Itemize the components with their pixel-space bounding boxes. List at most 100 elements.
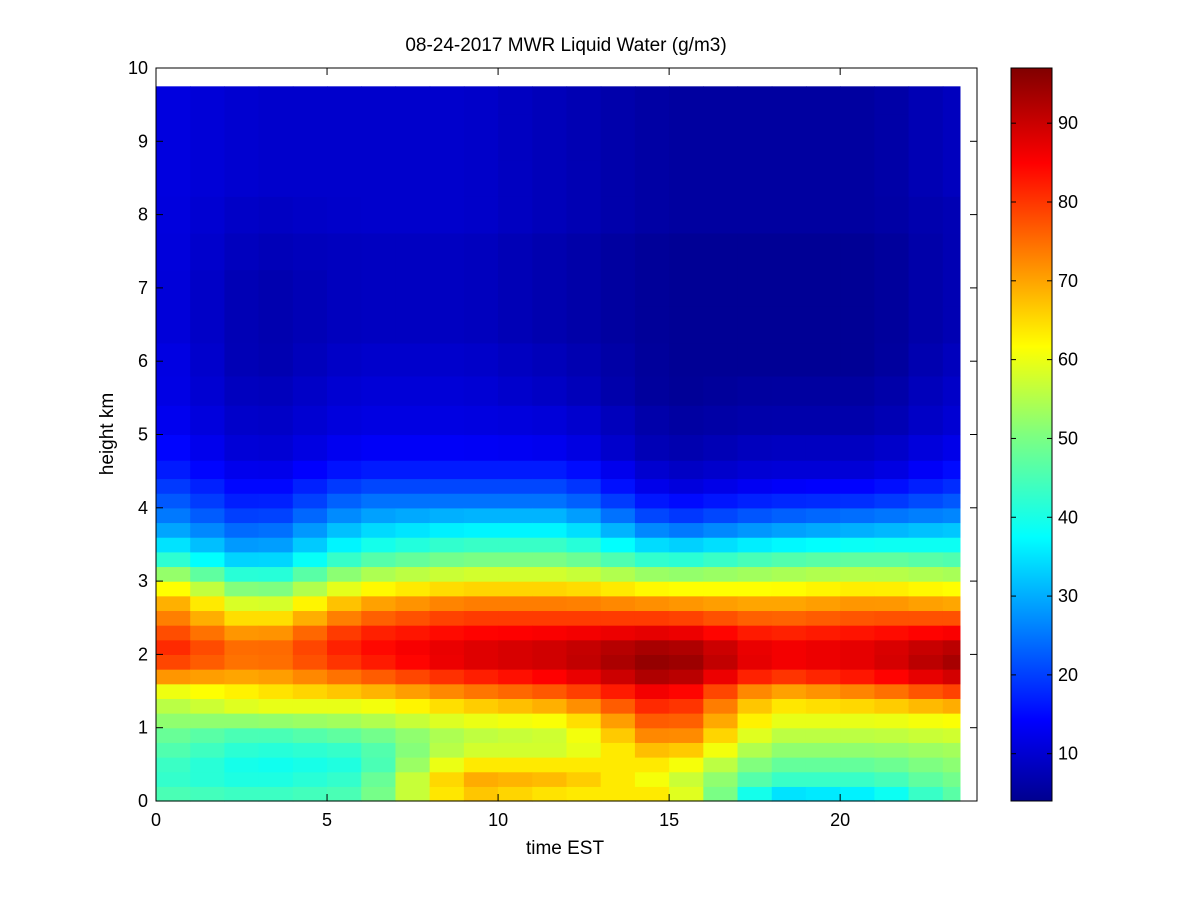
heatmap-cell xyxy=(258,581,294,597)
heatmap-cell xyxy=(805,581,841,597)
heatmap-cell xyxy=(327,375,362,406)
heatmap-cell xyxy=(600,269,636,307)
heatmap-cell xyxy=(361,566,397,582)
heatmap-cell xyxy=(737,493,773,509)
heatmap-cell xyxy=(805,159,841,197)
heatmap-cell xyxy=(156,159,191,197)
heatmap-cell xyxy=(463,742,499,758)
heatmap-cell xyxy=(292,113,328,161)
heatmap-cell xyxy=(840,654,875,670)
heatmap-cell xyxy=(840,196,875,234)
heatmap-cell xyxy=(703,610,739,626)
heatmap-cell xyxy=(292,434,328,461)
heatmap-cell xyxy=(224,757,260,773)
colorbar xyxy=(1010,67,1053,802)
heatmap-cell xyxy=(258,683,294,699)
heatmap-cell xyxy=(669,196,704,234)
heatmap-cell xyxy=(224,478,260,494)
heatmap-cell xyxy=(703,698,739,714)
heatmap-cell xyxy=(498,159,533,197)
heatmap-cell xyxy=(463,537,499,553)
y-tick-label: 8 xyxy=(138,205,148,225)
heatmap-cell xyxy=(463,566,499,582)
heatmap-cell xyxy=(600,537,636,553)
heatmap-cell xyxy=(395,771,431,787)
heatmap-cell xyxy=(703,405,739,436)
heatmap-cell xyxy=(463,159,499,197)
heatmap-cell xyxy=(292,566,328,582)
heatmap-cell xyxy=(429,757,465,773)
heatmap-cell xyxy=(634,581,670,597)
heatmap-cell xyxy=(874,610,910,626)
heatmap-cell xyxy=(805,625,841,641)
heatmap-cell xyxy=(292,713,328,729)
heatmap-cell xyxy=(874,478,910,494)
heatmap-cell xyxy=(874,232,910,271)
heatmap-cell xyxy=(703,375,739,406)
heatmap-cell xyxy=(532,639,568,655)
heatmap-cell xyxy=(600,727,636,743)
heatmap-cell xyxy=(532,306,568,344)
heatmap-cell xyxy=(429,771,465,787)
heatmap-cell xyxy=(908,683,944,699)
heatmap-cell xyxy=(463,269,499,307)
heatmap-cell xyxy=(292,375,328,406)
heatmap-cell xyxy=(942,159,961,197)
heatmap-cell xyxy=(463,698,499,714)
heatmap-cell xyxy=(190,581,226,597)
heatmap-cell xyxy=(429,232,465,271)
heatmap-cell xyxy=(737,460,773,480)
heatmap-cell xyxy=(463,434,499,461)
heatmap-cell xyxy=(840,493,875,509)
heatmap-cell xyxy=(805,375,841,406)
heatmap-cell xyxy=(156,595,191,612)
x-tick-label: 10 xyxy=(488,810,508,830)
heatmap-cell xyxy=(156,742,191,758)
heatmap-cell xyxy=(258,405,294,436)
heatmap-cell xyxy=(600,460,636,480)
heatmap-cell xyxy=(805,460,841,480)
heatmap-cell xyxy=(771,625,807,641)
heatmap-cell xyxy=(395,625,431,641)
colorbar-ticks: 10 20 30 40 50 60 70 80 90 xyxy=(1011,113,1078,764)
heatmap-cell xyxy=(908,786,944,802)
heatmap-cell xyxy=(258,306,294,344)
heatmap-cell xyxy=(429,269,465,307)
heatmap-cell xyxy=(361,375,397,406)
heatmap-cell xyxy=(327,639,362,655)
heatmap-cell xyxy=(737,537,773,553)
heatmap-cell xyxy=(942,771,961,787)
heatmap-cell xyxy=(395,86,431,115)
heatmap-cell xyxy=(634,713,670,729)
heatmap-cell xyxy=(566,610,602,626)
heatmap-cell xyxy=(669,232,704,271)
heatmap-cell xyxy=(156,342,191,377)
heatmap-cell xyxy=(190,610,226,626)
heatmap-cell xyxy=(840,113,875,161)
heatmap-cell xyxy=(156,113,191,161)
heatmap-cell xyxy=(429,460,465,480)
heatmap-cell xyxy=(600,196,636,234)
heatmap-cell xyxy=(532,405,568,436)
heatmap-cell xyxy=(703,713,739,729)
heatmap-cell xyxy=(908,742,944,758)
heatmap-cell xyxy=(669,269,704,307)
heatmap-cell xyxy=(805,269,841,307)
heatmap-cell xyxy=(498,537,533,553)
heatmap-cell xyxy=(840,269,875,307)
heatmap-cell xyxy=(600,639,636,655)
heatmap-cell xyxy=(292,522,328,538)
heatmap-cell xyxy=(908,610,944,626)
heatmap-cell xyxy=(874,460,910,480)
heatmap-cell xyxy=(498,405,533,436)
heatmap-cell xyxy=(395,405,431,436)
heatmap-cell xyxy=(327,522,362,538)
heatmap-cell xyxy=(703,786,739,802)
heatmap-cell xyxy=(224,86,260,115)
heatmap-cell xyxy=(874,522,910,538)
heatmap-cell xyxy=(395,493,431,509)
heatmap-cell xyxy=(156,698,191,714)
heatmap-cell xyxy=(771,713,807,729)
heatmap-cell xyxy=(463,306,499,344)
heatmap-cell xyxy=(566,113,602,161)
